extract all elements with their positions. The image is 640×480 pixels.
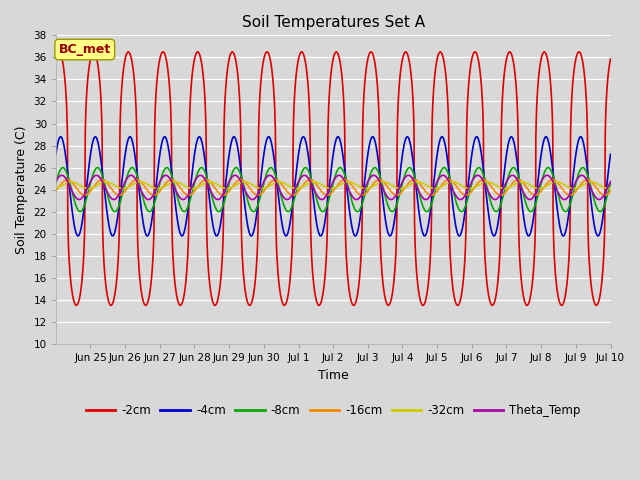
Text: BC_met: BC_met — [59, 43, 111, 56]
Line: -2cm: -2cm — [56, 52, 611, 305]
Line: -8cm: -8cm — [56, 168, 611, 212]
-16cm — [322, 192, 330, 198]
-8cm — [492, 209, 500, 215]
Theta_Temp — [591, 193, 599, 199]
X-axis label: Time: Time — [318, 369, 349, 382]
-8cm — [80, 204, 88, 209]
Line: -16cm: -16cm — [56, 180, 611, 195]
-32cm — [52, 185, 60, 191]
-16cm — [591, 183, 599, 189]
Theta_Temp — [52, 179, 60, 184]
-16cm — [607, 188, 614, 194]
-2cm — [322, 263, 330, 269]
-16cm — [428, 192, 435, 198]
-4cm — [525, 233, 532, 239]
-4cm — [307, 176, 315, 181]
-4cm — [322, 213, 330, 218]
-32cm — [80, 185, 88, 191]
-8cm — [52, 180, 60, 186]
-32cm — [607, 185, 614, 191]
-2cm — [607, 56, 614, 62]
Theta_Temp — [492, 197, 499, 203]
Theta_Temp — [307, 180, 315, 186]
Theta_Temp — [231, 172, 239, 178]
-4cm — [489, 232, 497, 238]
-32cm — [136, 179, 144, 185]
-2cm — [52, 56, 60, 62]
Theta_Temp — [591, 193, 598, 199]
-2cm — [489, 302, 497, 308]
-2cm — [307, 242, 315, 248]
-8cm — [591, 200, 599, 205]
-32cm — [322, 184, 330, 190]
-4cm — [230, 134, 238, 140]
-4cm — [607, 152, 614, 157]
Theta_Temp — [80, 192, 88, 198]
-2cm — [263, 49, 271, 55]
Theta_Temp — [489, 196, 497, 202]
Title: Soil Temperatures Set A: Soil Temperatures Set A — [242, 15, 425, 30]
-2cm — [80, 243, 88, 249]
Line: -32cm: -32cm — [56, 182, 611, 189]
-8cm — [591, 199, 598, 204]
-16cm — [307, 177, 315, 183]
-2cm — [591, 300, 598, 306]
-32cm — [490, 181, 497, 187]
-8cm — [322, 205, 330, 211]
-16cm — [490, 186, 497, 192]
-8cm — [198, 165, 205, 170]
Theta_Temp — [607, 179, 614, 184]
Theta_Temp — [322, 193, 330, 199]
-32cm — [591, 180, 599, 186]
-4cm — [591, 225, 598, 230]
-8cm — [307, 175, 315, 181]
Legend: -2cm, -4cm, -8cm, -16cm, -32cm, Theta_Temp: -2cm, -4cm, -8cm, -16cm, -32cm, Theta_Te… — [81, 399, 585, 421]
-4cm — [591, 226, 599, 231]
-8cm — [607, 180, 614, 186]
-16cm — [168, 177, 175, 182]
Line: -4cm: -4cm — [56, 137, 611, 236]
-16cm — [80, 192, 88, 198]
Line: Theta_Temp: Theta_Temp — [56, 175, 611, 200]
-32cm — [591, 180, 598, 185]
-32cm — [307, 180, 315, 185]
-8cm — [489, 205, 497, 211]
-16cm — [591, 183, 598, 189]
Y-axis label: Soil Temperature (C): Soil Temperature (C) — [15, 125, 28, 254]
-4cm — [52, 152, 60, 157]
-32cm — [397, 186, 404, 192]
-2cm — [591, 301, 599, 307]
-4cm — [80, 205, 88, 211]
-16cm — [52, 188, 60, 194]
-2cm — [523, 302, 531, 308]
